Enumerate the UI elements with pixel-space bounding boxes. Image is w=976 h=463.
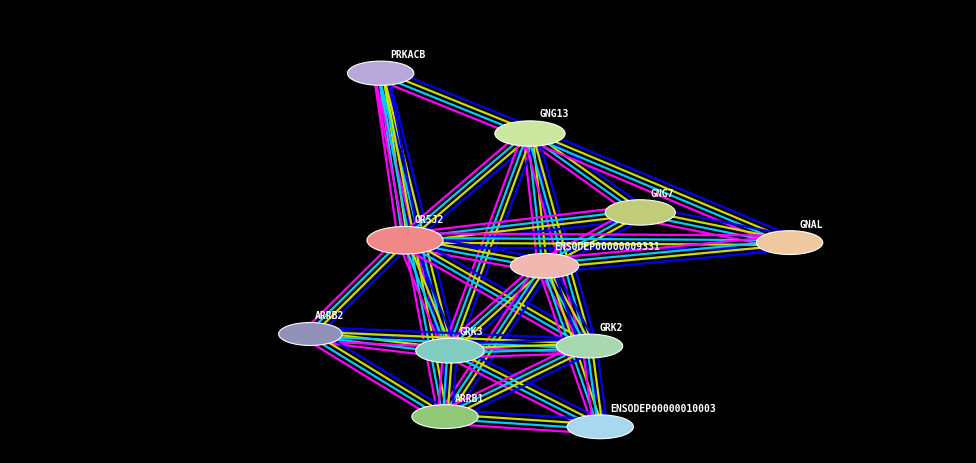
Text: GNG13: GNG13 — [540, 109, 569, 119]
Ellipse shape — [510, 254, 579, 279]
Text: GNG7: GNG7 — [650, 188, 673, 198]
Ellipse shape — [567, 415, 633, 439]
Ellipse shape — [416, 338, 484, 363]
Ellipse shape — [279, 323, 343, 346]
Ellipse shape — [605, 200, 675, 225]
Text: ENSODEP00000009331: ENSODEP00000009331 — [554, 242, 660, 252]
Text: GRK2: GRK2 — [599, 322, 623, 332]
Text: ARRB2: ARRB2 — [315, 311, 345, 321]
Text: GNAL: GNAL — [799, 219, 823, 229]
Ellipse shape — [756, 231, 823, 255]
Text: ENSODEP00000010003: ENSODEP00000010003 — [610, 403, 715, 413]
Ellipse shape — [347, 62, 414, 86]
Ellipse shape — [412, 405, 478, 429]
Ellipse shape — [495, 122, 565, 147]
Ellipse shape — [367, 227, 443, 255]
Ellipse shape — [556, 334, 623, 358]
Text: GRK3: GRK3 — [460, 326, 483, 337]
Text: PRKACB: PRKACB — [390, 50, 426, 60]
Text: OR5J2: OR5J2 — [415, 215, 444, 225]
Text: ARRB1: ARRB1 — [455, 393, 484, 403]
